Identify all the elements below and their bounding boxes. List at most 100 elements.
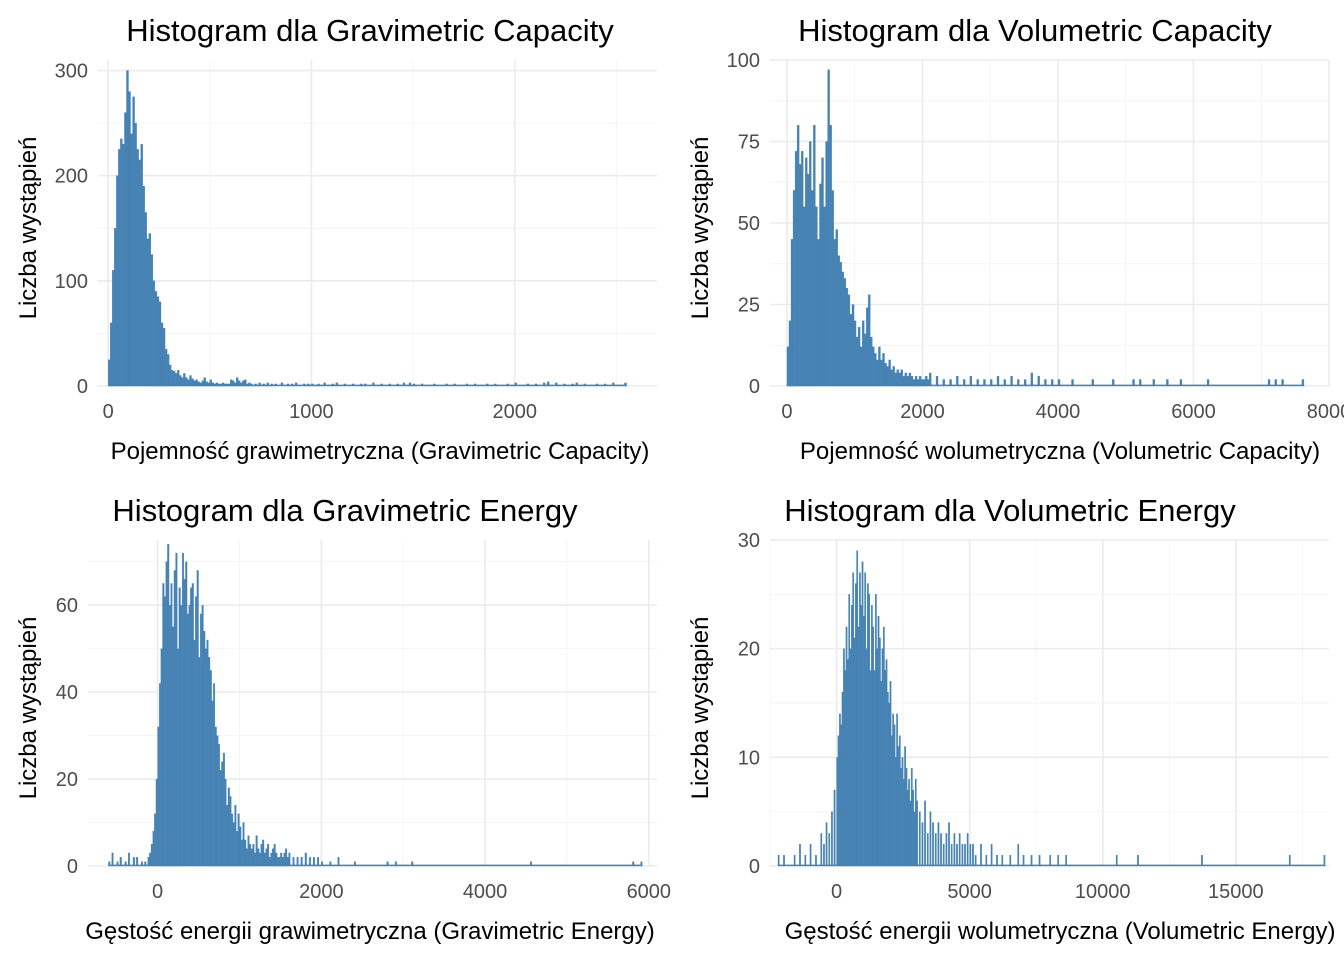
histogram-bar <box>809 141 812 387</box>
histogram-bar <box>171 370 174 387</box>
histogram-bar <box>158 301 162 387</box>
histogram-bar <box>898 372 901 387</box>
histogram-bar <box>1009 854 1012 867</box>
histogram-bar <box>932 822 934 867</box>
histogram-bar <box>190 587 193 867</box>
histogram-bar <box>831 190 834 387</box>
histogram-bar <box>288 852 291 867</box>
y-axis-title: Liczba wystąpień <box>15 617 42 800</box>
histogram-bar <box>244 839 247 867</box>
histogram-bar <box>110 322 113 387</box>
histogram-bar <box>845 288 849 387</box>
histogram-bar <box>969 376 973 387</box>
histogram-bar <box>950 844 953 867</box>
histogram-bar <box>112 270 115 387</box>
y-tick-label: 50 <box>738 213 760 235</box>
histogram-bar <box>831 811 833 867</box>
histogram-bar <box>786 346 790 387</box>
histogram-bar <box>255 835 258 867</box>
histogram-bars <box>108 544 643 867</box>
y-tick-label: 0 <box>67 856 78 878</box>
histogram-bar <box>990 844 993 867</box>
histogram-bar <box>825 822 828 867</box>
histogram-bar <box>925 376 928 387</box>
histogram-bar <box>245 848 248 867</box>
histogram-bar <box>214 726 217 867</box>
y-tick-label: 300 <box>55 61 88 83</box>
histogram-bar <box>878 346 881 387</box>
histogram-bar <box>196 570 199 867</box>
x-tick-label: 2000 <box>492 401 537 423</box>
histogram-bar <box>902 376 905 387</box>
histogram-bar <box>956 376 959 387</box>
histogram-bar <box>788 320 792 387</box>
histogram-bar <box>283 852 286 867</box>
histogram-bar <box>168 364 172 387</box>
histogram-bar <box>155 778 158 867</box>
panel-title: Histogram dla Gravimetric Energy <box>112 493 578 528</box>
y-tick-label: 40 <box>56 682 78 704</box>
y-tick-label: 0 <box>749 376 760 398</box>
panel-title: Histogram dla Volumetric Capacity <box>798 13 1272 48</box>
histogram-bar <box>163 596 166 867</box>
histogram-bar <box>796 125 800 387</box>
y-tick-labels: 0 25 50 75 100 <box>727 50 760 398</box>
y-tick-labels: 0 10 20 30 <box>738 530 760 878</box>
histogram-bar <box>157 726 160 867</box>
histogram-bar <box>886 366 889 387</box>
histogram-bar <box>170 583 173 867</box>
histogram-bar <box>839 261 842 387</box>
histogram-bar <box>159 683 162 867</box>
histogram-bar <box>108 359 111 387</box>
histogram-bars <box>108 70 627 387</box>
histogram-bar <box>252 844 255 867</box>
histogram-bar <box>122 143 125 387</box>
x-tick-label: 4000 <box>463 881 508 903</box>
histogram-bar <box>234 805 237 867</box>
histogram-bar <box>794 151 798 387</box>
y-tick-label: 60 <box>56 595 78 617</box>
histogram-bar <box>835 229 838 387</box>
x-tick-label: 4000 <box>1036 401 1081 423</box>
histogram-bar <box>136 149 139 387</box>
histogram-bar <box>1201 854 1203 867</box>
histogram-bar <box>793 854 796 867</box>
histogram-bar <box>801 151 804 387</box>
histogram-bar <box>872 346 875 387</box>
histogram-bars <box>786 69 1305 387</box>
histogram-bar <box>149 852 152 867</box>
histogram-bar <box>189 375 192 387</box>
histogram-bar <box>1001 854 1004 867</box>
histogram-bar <box>200 613 202 867</box>
histogram-bar <box>980 844 982 867</box>
histogram-bar <box>916 800 918 867</box>
histogram-bar <box>1030 372 1034 387</box>
histogram-bar <box>206 639 209 867</box>
histogram-bar <box>183 578 186 867</box>
histogram-bar <box>815 854 817 867</box>
histogram-bar <box>845 626 848 867</box>
x-tick-label: 2000 <box>299 881 344 903</box>
y-tick-label: 0 <box>749 856 760 878</box>
histogram-bar <box>270 852 273 867</box>
histogram-bar <box>804 854 807 867</box>
histogram-bar <box>126 70 129 387</box>
histogram-bar <box>934 833 937 867</box>
histogram-bar <box>940 833 942 867</box>
histogram-bar <box>868 294 871 387</box>
histogram-bar <box>1323 854 1326 867</box>
histogram-bar <box>841 271 845 387</box>
y-axis-title: Liczba wystąpień <box>687 617 714 800</box>
histogram-bar <box>866 307 869 387</box>
histogram-bar <box>914 376 918 387</box>
y-tick-label: 100 <box>727 50 760 72</box>
x-tick-label: 0 <box>781 401 792 423</box>
histogram-bar <box>853 320 857 387</box>
histogram-bar <box>198 657 201 867</box>
y-tick-label: 20 <box>738 639 760 661</box>
histogram-bar <box>1137 854 1139 867</box>
histogram-bar <box>258 852 261 867</box>
histogram-bar <box>1030 854 1033 867</box>
histogram-bar <box>958 833 961 867</box>
